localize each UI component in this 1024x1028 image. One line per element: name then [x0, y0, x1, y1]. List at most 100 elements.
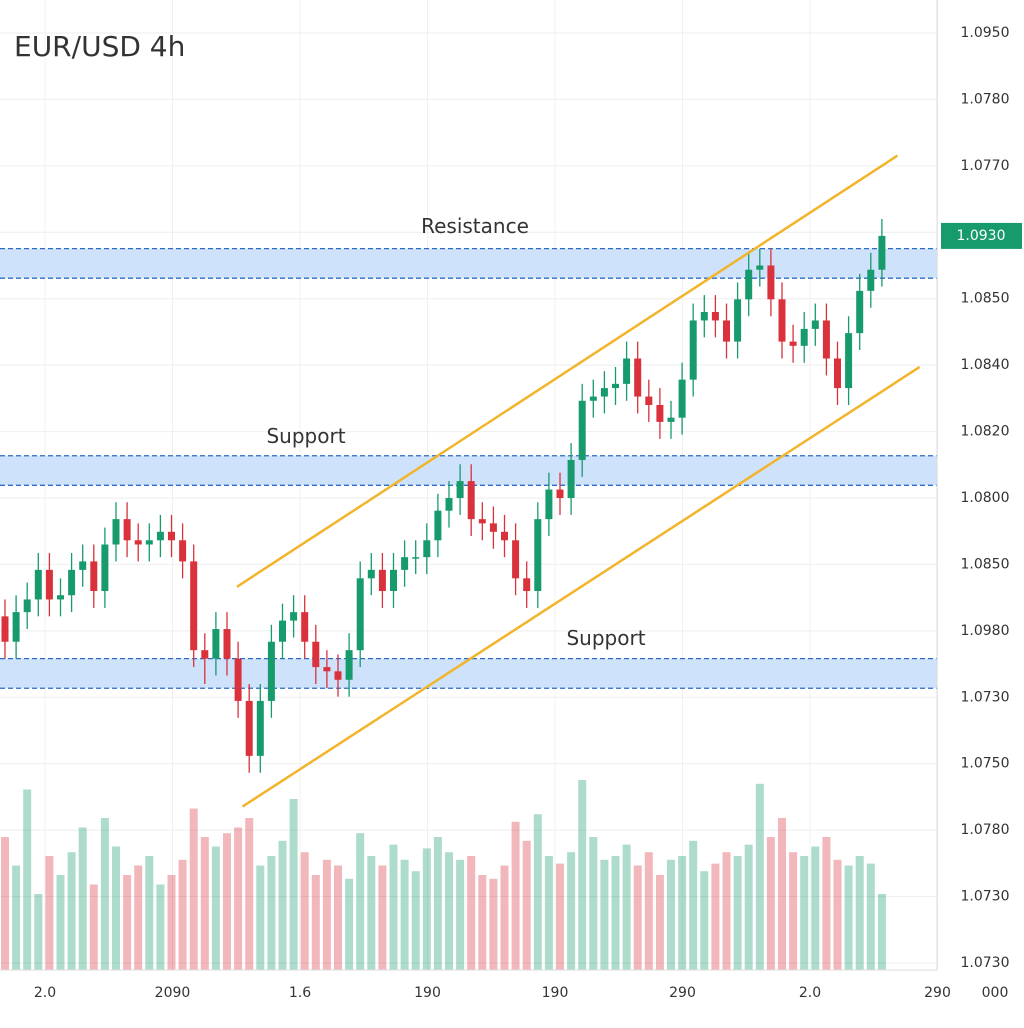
volume-bar [700, 871, 709, 970]
x-tick-label: 190 [542, 985, 569, 1001]
volume-bar [489, 878, 498, 970]
last-price-badge [941, 222, 1022, 249]
candle-body [145, 540, 153, 545]
volume-bar [334, 865, 342, 970]
volume-bar [400, 859, 409, 970]
candle-body [478, 519, 486, 524]
volume-bar [211, 846, 220, 970]
x-tick-label: 290 [669, 985, 696, 1001]
volume-bar [112, 846, 120, 970]
volume-bar [78, 827, 87, 970]
candle-body [711, 312, 719, 321]
volume-bar [34, 894, 43, 970]
volume-bar [389, 844, 398, 970]
candle-body [512, 540, 520, 579]
volume-bar [578, 780, 587, 970]
volume-bar [433, 837, 442, 970]
candle-body [79, 561, 87, 570]
volume-bar [511, 821, 520, 970]
volume-panel [1, 780, 886, 970]
candle-body [834, 358, 841, 389]
candle-body [501, 531, 508, 541]
y-tick-label: 1.0780 [961, 91, 1010, 107]
x-tick-label: 1.6 [289, 985, 311, 1001]
candle-body [767, 265, 775, 300]
candle-body [212, 629, 220, 659]
candle-body [90, 561, 98, 591]
x-tick-label: 2090 [155, 985, 191, 1001]
candle-body [234, 658, 242, 701]
candle-body [245, 700, 253, 756]
candle-body [623, 358, 631, 384]
x-tick-label: 2.0 [34, 985, 56, 1001]
volume-bar [744, 844, 753, 970]
volume-bar [844, 865, 853, 970]
volume-bar [655, 875, 664, 970]
volume-bar [589, 837, 598, 970]
volume-bar [522, 840, 531, 970]
x-tick-label: 190 [414, 985, 441, 1001]
candle-body [190, 561, 198, 651]
trendline [236, 154, 899, 588]
volume-bar [811, 846, 820, 970]
volume-bar [178, 859, 187, 970]
volume-bar [733, 856, 742, 970]
candle-body [734, 299, 742, 342]
candle-body [1, 616, 9, 642]
candle-body [689, 320, 697, 380]
volume-bar [544, 856, 553, 970]
candle-body [156, 531, 164, 541]
candle-body [267, 641, 275, 701]
candle-body [645, 396, 653, 405]
candle-body [345, 650, 353, 680]
candle-body [856, 290, 864, 334]
candle-body [534, 519, 542, 591]
y-tick-label: 1.0730 [961, 955, 1010, 971]
candle-body [101, 544, 109, 591]
candle-body [489, 523, 497, 532]
volume-bar [200, 837, 209, 970]
volume-bar [134, 865, 143, 970]
volume-bar [467, 856, 476, 970]
candle-body [445, 498, 453, 511]
candle-body [168, 531, 175, 541]
candle-body [423, 540, 431, 558]
volume-bar [300, 852, 309, 970]
candle-body [678, 379, 686, 418]
candle-body [811, 320, 819, 329]
volume-bar [278, 840, 287, 970]
candle-body [589, 396, 597, 401]
volume-bar [345, 878, 354, 970]
volume-bar [633, 865, 642, 970]
zone [0, 248, 937, 279]
candle-body [412, 557, 420, 559]
volume-bar [866, 863, 875, 970]
candle-body [301, 612, 309, 642]
candle-body [523, 578, 531, 591]
candle-body [612, 383, 619, 389]
volume-bar [722, 852, 731, 970]
volume-bar [833, 859, 842, 970]
volume-bar [789, 852, 798, 970]
zone-label: Resistance [421, 214, 529, 238]
candle-body [723, 320, 730, 342]
x-tick-label: 290 [924, 985, 951, 1001]
y-tick-label: 1.0780 [961, 822, 1010, 838]
candle-body [334, 671, 342, 680]
zone [0, 658, 937, 689]
chart-title: EUR/USD 4h [14, 30, 185, 63]
volume-bar [644, 852, 653, 970]
volume-bar [234, 827, 243, 970]
candle-body [112, 519, 120, 545]
candle-body [578, 400, 586, 460]
candle-body [845, 333, 853, 389]
y-tick-label: 1.0730 [961, 889, 1010, 905]
volume-bar [100, 818, 109, 970]
candle-body [789, 341, 797, 346]
volume-bar [378, 865, 387, 970]
candle-body [656, 405, 664, 422]
x-tick-label: 000 [982, 985, 1009, 1001]
y-tick-label: 1.0800 [961, 490, 1010, 506]
